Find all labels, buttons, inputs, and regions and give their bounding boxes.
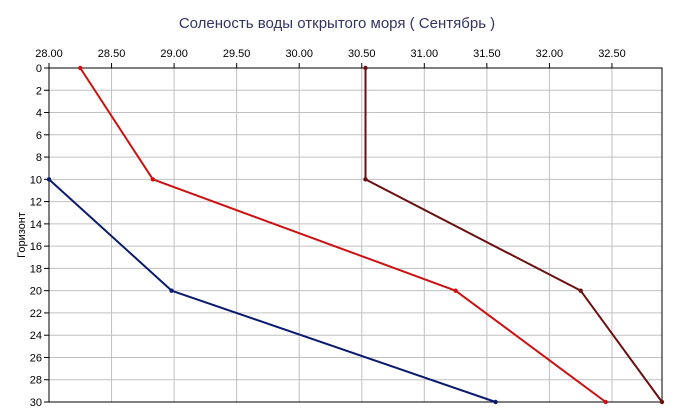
x-tick-label: 32.50 xyxy=(598,48,626,60)
series-2-point xyxy=(453,288,458,293)
y-tick-label: 18 xyxy=(30,263,42,275)
series-line-2 xyxy=(79,67,607,403)
y-tick-label: 12 xyxy=(30,197,42,209)
series-1-point xyxy=(363,65,368,71)
y-tick-label: 2 xyxy=(36,85,42,97)
x-tick-label: 31.50 xyxy=(473,48,501,60)
series-2-point xyxy=(150,177,156,182)
plot-area-frame xyxy=(48,67,663,403)
y-tick-label: 26 xyxy=(30,352,42,364)
chart-title: Соленость воды открытого моря ( Сентябрь… xyxy=(179,15,495,32)
x-tick-label: 28.00 xyxy=(35,48,63,60)
y-tick-label: 24 xyxy=(30,330,42,342)
y-tick-label: 0 xyxy=(36,63,42,75)
y-tick-label: 10 xyxy=(30,174,42,186)
series-3-point xyxy=(493,399,498,405)
x-tick-label: 30.50 xyxy=(348,48,376,60)
y-tick-label: 4 xyxy=(36,108,42,120)
series-line-1 xyxy=(364,68,663,403)
series-lines xyxy=(46,65,665,405)
series-1-point xyxy=(363,177,368,182)
x-axis-ticks: 28.00 28.50 29.00 29.50 30.00 30.50 31.00 31.50… xyxy=(35,48,626,68)
series-2-point xyxy=(603,399,608,405)
y-tick-label: 22 xyxy=(30,308,42,320)
y-tick-label: 14 xyxy=(30,219,42,231)
x-tick-label: 32.00 xyxy=(536,48,564,60)
series-1-point xyxy=(578,288,583,293)
y-axis-title: Горизонт xyxy=(16,212,28,258)
x-tick-label: 29.50 xyxy=(223,48,251,60)
y-tick-label: 16 xyxy=(30,241,42,253)
y-tick-label: 30 xyxy=(30,397,42,409)
y-tick-label: 28 xyxy=(30,375,42,387)
y-tick-label: 8 xyxy=(36,152,42,164)
y-tick-label: 20 xyxy=(30,286,42,298)
series-3-point xyxy=(46,177,52,182)
grid xyxy=(48,67,662,403)
x-tick-label: 31.00 xyxy=(411,48,439,60)
x-tick-label: 30.00 xyxy=(285,48,313,60)
series-2-point xyxy=(78,65,83,71)
series-3-point xyxy=(169,288,174,293)
x-tick-label: 28.50 xyxy=(98,48,126,60)
x-tick-label: 29.00 xyxy=(160,48,188,60)
series-1-point xyxy=(659,399,665,405)
y-tick-label: 6 xyxy=(36,130,42,142)
